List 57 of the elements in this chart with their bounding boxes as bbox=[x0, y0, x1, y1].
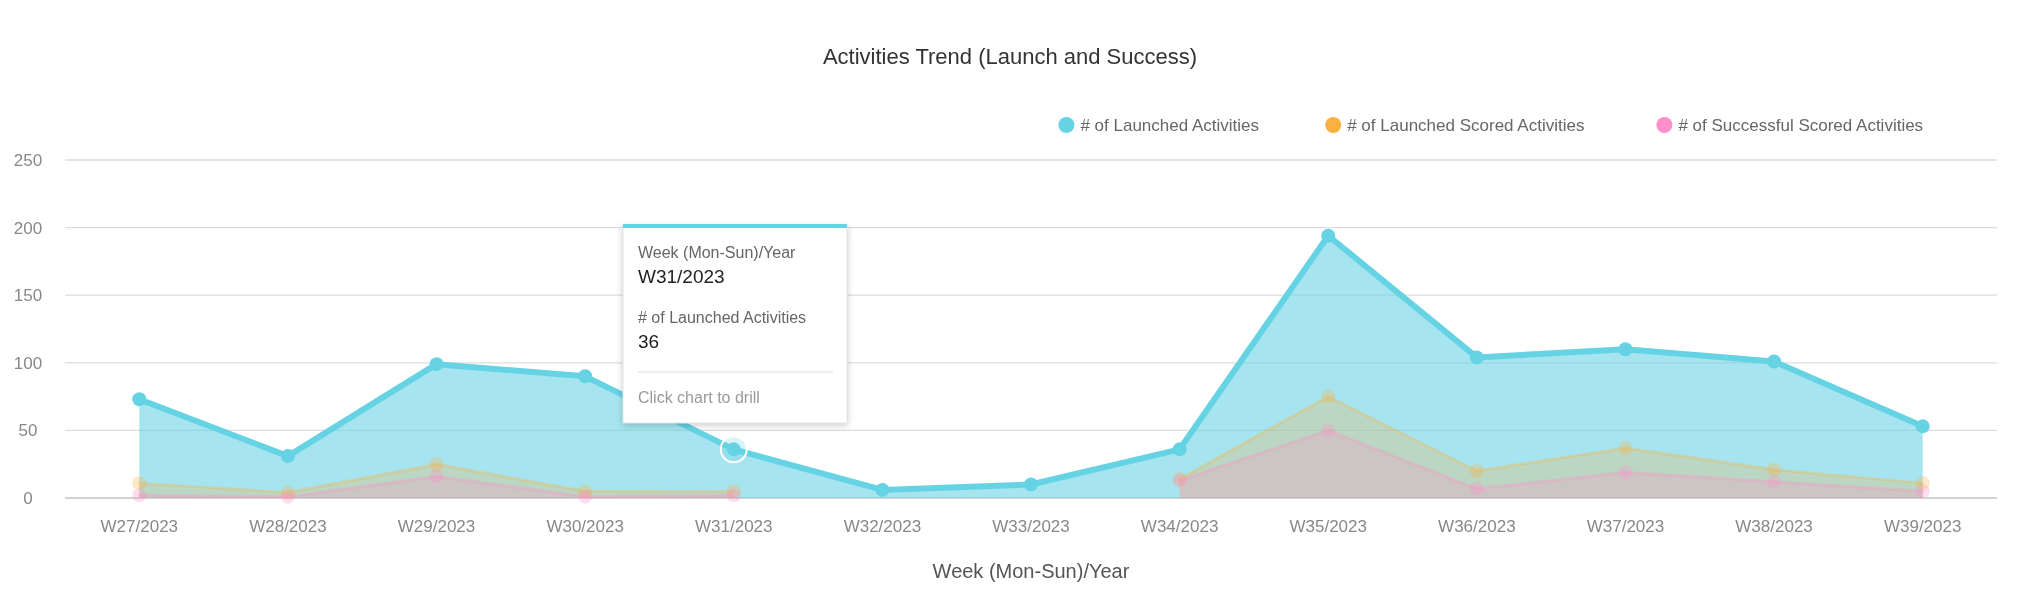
x-tick-label: W34/2023 bbox=[1140, 517, 1219, 536]
point bbox=[1767, 462, 1782, 477]
x-tick-label: W37/2023 bbox=[1586, 517, 1665, 536]
x-tick-label: W28/2023 bbox=[249, 517, 327, 536]
point bbox=[1469, 463, 1484, 478]
y-tick-label: 150 bbox=[13, 286, 43, 306]
annotation: W31/2023 bbox=[638, 266, 725, 287]
point bbox=[1618, 465, 1633, 480]
x-tick-label: W31/2023 bbox=[695, 517, 773, 536]
point bbox=[1172, 442, 1187, 457]
x-tick-label: W29/2023 bbox=[397, 517, 476, 536]
annotation: Click chart to drill bbox=[638, 389, 760, 406]
point bbox=[1767, 474, 1782, 489]
point bbox=[429, 469, 444, 484]
point bbox=[1469, 481, 1484, 496]
legend-label: # of Successful Scored Activities bbox=[1678, 116, 1924, 135]
point bbox=[1024, 477, 1038, 492]
point bbox=[429, 457, 444, 472]
y-tick-label: 50 bbox=[18, 421, 38, 441]
x-tick-label: W35/2023 bbox=[1289, 517, 1367, 536]
point bbox=[280, 489, 295, 504]
x-tick-label: W30/2023 bbox=[546, 517, 624, 536]
x-tick-label: W27/2023 bbox=[100, 517, 179, 536]
point bbox=[429, 357, 444, 372]
x-tick-label: W39/2023 bbox=[1883, 517, 1962, 536]
x-tick-label: W33/2023 bbox=[992, 517, 1070, 536]
legend-label: # of Launched Scored Activities bbox=[1347, 116, 1585, 135]
annotation: # of Launched Activities bbox=[638, 309, 807, 326]
point bbox=[1767, 354, 1782, 369]
x-tick-label: W32/2023 bbox=[843, 517, 922, 536]
y-tick-label: 0 bbox=[23, 489, 33, 508]
legend-label: # of Launched Activities bbox=[1080, 116, 1260, 135]
point bbox=[132, 392, 147, 407]
x-tick-label: W38/2023 bbox=[1735, 517, 1813, 536]
chart-title: Activities Trend (Launch and Success) bbox=[822, 44, 1198, 69]
point bbox=[132, 476, 147, 491]
point bbox=[1915, 484, 1930, 499]
point bbox=[1321, 389, 1336, 404]
point bbox=[1915, 419, 1930, 434]
point bbox=[280, 449, 295, 464]
point bbox=[578, 369, 593, 384]
point bbox=[578, 489, 593, 504]
point bbox=[875, 482, 890, 497]
annotation: 36 bbox=[638, 331, 660, 352]
x-axis-title: Week (Mon-Sun)/Year bbox=[932, 560, 1130, 582]
point bbox=[1618, 342, 1633, 357]
point bbox=[1321, 228, 1336, 243]
y-tick-label: 100 bbox=[13, 353, 43, 373]
y-tick-label: 200 bbox=[13, 218, 43, 238]
point bbox=[1469, 350, 1484, 365]
x-tick-label: W36/2023 bbox=[1438, 517, 1516, 536]
point bbox=[132, 488, 147, 503]
y-tick-label: 250 bbox=[13, 151, 43, 170]
point bbox=[1618, 440, 1633, 455]
point bbox=[1321, 423, 1336, 438]
annotation: Week (Mon-Sun)/Year bbox=[638, 244, 797, 261]
point bbox=[726, 488, 741, 503]
